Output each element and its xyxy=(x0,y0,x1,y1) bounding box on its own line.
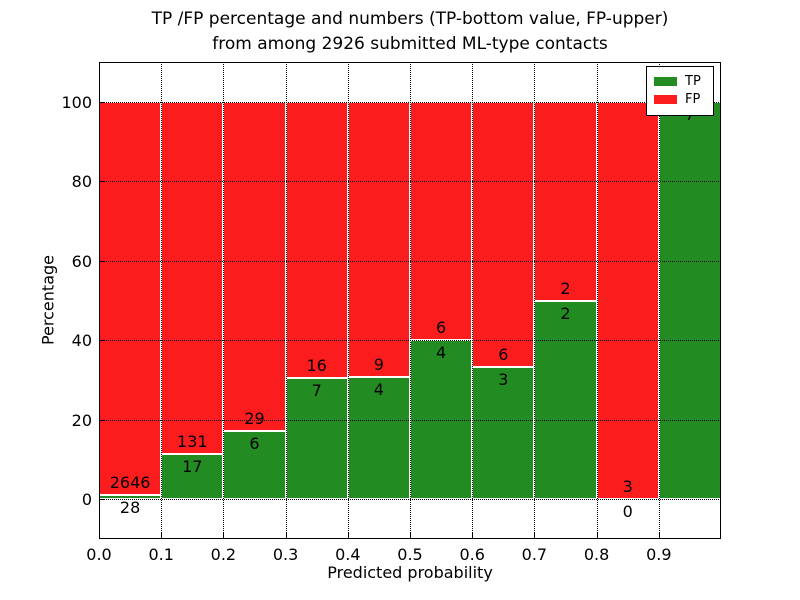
x-tick-mark xyxy=(472,533,474,538)
gridline-vertical xyxy=(596,62,598,539)
fp-count-label: 9 xyxy=(373,354,384,374)
y-tick-label: 20 xyxy=(71,410,92,430)
bar-segment-tp xyxy=(161,453,224,500)
x-tick-mark xyxy=(534,533,536,538)
gridline-horizontal xyxy=(99,101,721,103)
gridline-vertical xyxy=(161,62,163,539)
x-tick-mark xyxy=(410,533,411,538)
y-tick-label: 60 xyxy=(71,251,92,271)
bar-segment-tp xyxy=(534,300,597,500)
x-tick-mark xyxy=(161,533,163,538)
fp-count-label: 6 xyxy=(436,318,447,338)
plot-area: 26462813117296167946463223007 xyxy=(99,62,721,539)
gridline-vertical xyxy=(658,62,660,539)
legend-label-tp: TP xyxy=(685,74,701,89)
y-tick-label: 100 xyxy=(61,92,92,112)
gridline-horizontal xyxy=(99,181,721,183)
x-tick-label: 0.5 xyxy=(397,545,423,564)
fp-count-label: 3 xyxy=(622,477,633,497)
gridline-vertical xyxy=(285,62,287,539)
chart-title: TP /FP percentage and numbers (TP-bottom… xyxy=(99,7,721,57)
tp-count-label: 0 xyxy=(622,502,633,522)
y-tick-mark xyxy=(100,101,105,103)
x-tick-mark xyxy=(285,533,287,538)
legend: TP FP xyxy=(646,66,714,116)
legend-swatch-tp-icon xyxy=(654,77,677,86)
chart-title-line2: from among 2926 submitted ML-type contac… xyxy=(212,34,608,54)
x-tick-mark xyxy=(223,533,225,538)
fp-count-label: 29 xyxy=(244,409,265,429)
y-tick-mark xyxy=(100,181,105,183)
tp-count-label: 2 xyxy=(560,303,571,323)
gridline-horizontal xyxy=(99,340,721,342)
y-tick-mark xyxy=(100,260,105,262)
tp-count-label: 4 xyxy=(373,379,384,399)
bar-segment-fp xyxy=(99,101,162,496)
gridline-vertical xyxy=(534,62,536,539)
x-tick-label: 0.4 xyxy=(335,545,361,564)
x-tick-label: 0.6 xyxy=(459,545,485,564)
bar-segment-fp xyxy=(285,101,348,379)
fp-count-label: 6 xyxy=(498,344,509,364)
x-tick-label: 0.0 xyxy=(86,545,112,564)
gridline-horizontal xyxy=(99,419,721,421)
x-tick-label: 0.7 xyxy=(521,545,548,564)
y-tick-label: 80 xyxy=(71,172,92,192)
gridline-vertical xyxy=(472,62,474,539)
chart-title-line1: TP /FP percentage and numbers (TP-bottom… xyxy=(151,9,669,29)
bar-segment-fp xyxy=(596,101,659,500)
x-tick-mark xyxy=(596,533,598,538)
tp-count-label: 3 xyxy=(498,369,509,389)
tp-count-label: 17 xyxy=(182,456,203,476)
y-tick-mark xyxy=(100,419,105,421)
gridline-vertical xyxy=(223,62,225,539)
bar-segment-fp xyxy=(161,101,224,454)
y-tick-label: 0 xyxy=(81,490,92,510)
legend-entry-fp: FP xyxy=(654,91,706,108)
fp-count-label: 131 xyxy=(177,431,208,451)
bar-segment-fp xyxy=(534,101,597,301)
legend-label-fp: FP xyxy=(685,92,701,107)
fp-count-label: 2 xyxy=(560,278,571,298)
tp-count-label: 7 xyxy=(311,381,322,401)
bar-segment-fp xyxy=(347,101,410,377)
legend-entry-tp: TP xyxy=(654,73,706,90)
x-tick-label: 0.9 xyxy=(646,545,672,564)
x-tick-label: 0.3 xyxy=(272,545,299,564)
x-tick-label: 0.2 xyxy=(210,545,237,564)
legend-swatch-fp-icon xyxy=(654,95,677,104)
x-tick-label: 0.1 xyxy=(148,545,174,564)
x-tick-label: 0.8 xyxy=(583,545,610,564)
bar-segment-tp xyxy=(472,366,535,500)
bar-segment-tp xyxy=(658,101,721,500)
bar-segment-fp xyxy=(410,101,473,341)
gridline-vertical xyxy=(410,62,411,539)
x-axis-label: Predicted probability xyxy=(327,563,493,582)
x-tick-mark xyxy=(347,533,349,538)
tp-count-label: 6 xyxy=(249,434,260,454)
tp-count-label: 28 xyxy=(119,498,141,518)
y-tick-mark xyxy=(100,499,105,501)
x-tick-mark xyxy=(99,533,100,538)
gridline-horizontal xyxy=(99,499,721,501)
fp-count-label: 16 xyxy=(306,356,327,376)
bar-segment-fp xyxy=(472,101,535,367)
fp-count-label: 2646 xyxy=(109,473,151,493)
tp-count-label: 4 xyxy=(436,343,447,363)
y-tick-label: 40 xyxy=(71,331,92,351)
gridline-vertical xyxy=(347,62,349,539)
y-tick-mark xyxy=(100,340,105,342)
gridline-horizontal xyxy=(99,260,721,262)
bar-segment-tp xyxy=(223,431,286,500)
x-tick-mark xyxy=(658,533,660,538)
